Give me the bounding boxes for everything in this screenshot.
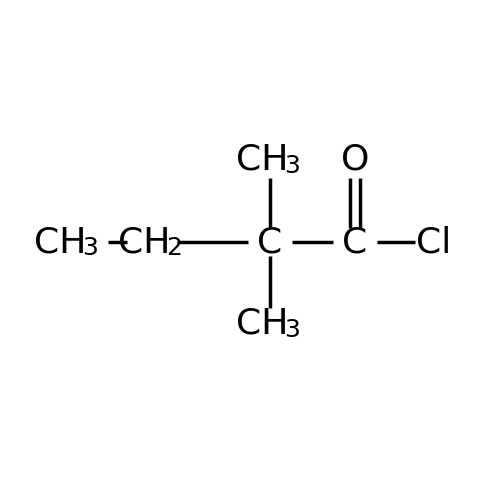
Text: CH: CH — [236, 307, 288, 341]
Text: CH: CH — [34, 225, 86, 259]
Text: C: C — [257, 225, 283, 259]
Text: O: O — [341, 143, 369, 177]
Text: CH: CH — [236, 143, 288, 177]
Text: 3: 3 — [82, 236, 98, 260]
Text: 3: 3 — [285, 154, 300, 178]
Text: Cl: Cl — [416, 225, 452, 259]
Text: 2: 2 — [166, 236, 182, 260]
Text: CH: CH — [118, 225, 171, 259]
Text: 3: 3 — [285, 318, 300, 342]
Text: C: C — [342, 225, 367, 259]
